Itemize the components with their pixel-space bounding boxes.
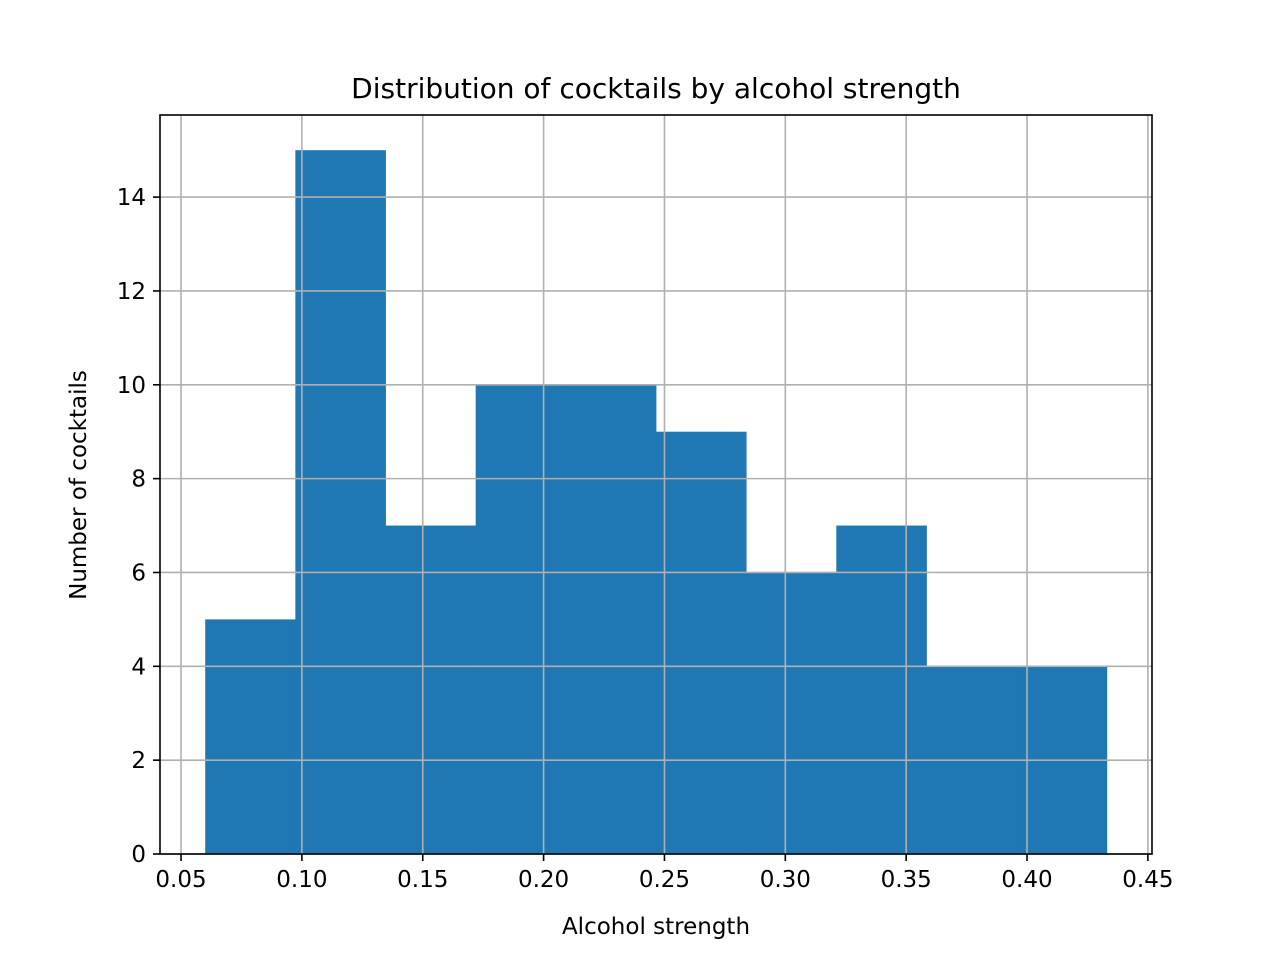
bars-layer [205,150,1108,854]
y-tick-label-5: 10 [117,373,146,399]
histogram-bar-4 [475,384,567,854]
histogram-bar-2 [295,150,386,854]
histogram-bar-1 [205,619,296,854]
x-tick-label-3: 0.20 [518,867,569,893]
y-axis-ticks: 0 2 4 6 8 10 12 14 [117,185,160,868]
x-tick-label-0: 0.05 [155,867,206,893]
y-tick-label-0: 0 [131,842,146,868]
y-tick-label-2: 4 [131,654,146,680]
y-tick-label-4: 8 [131,467,146,493]
x-axis-ticks: 0.05 0.10 0.15 0.20 0.25 0.30 0.35 0.40 0.45 [155,854,1174,893]
x-tick-label-7: 0.40 [1001,867,1052,893]
plot-frame [159,114,1153,855]
grid-layer [160,115,1152,855]
histogram-bar-6 [656,431,747,854]
x-tick-label-4: 0.25 [639,867,690,893]
histogram-bar-7 [746,572,837,854]
x-tick-label-6: 0.35 [881,867,932,893]
x-axis-label: Alcohol strength [562,914,750,940]
x-tick-label-1: 0.10 [276,867,327,893]
y-tick-label-1: 2 [131,748,146,774]
histogram-bar-3 [385,525,477,854]
x-tick-label-8: 0.45 [1122,867,1173,893]
histogram-bar-8 [836,525,927,854]
x-tick-label-2: 0.15 [397,867,448,893]
y-tick-label-3: 6 [131,560,146,586]
y-tick-label-7: 14 [117,185,146,211]
y-tick-label-6: 12 [117,279,146,305]
y-axis-label: Number of cocktails [66,370,92,600]
x-tick-label-5: 0.30 [760,867,811,893]
histogram-bar-5 [565,384,657,854]
chart-title: Distribution of cocktails by alcohol str… [351,72,961,105]
